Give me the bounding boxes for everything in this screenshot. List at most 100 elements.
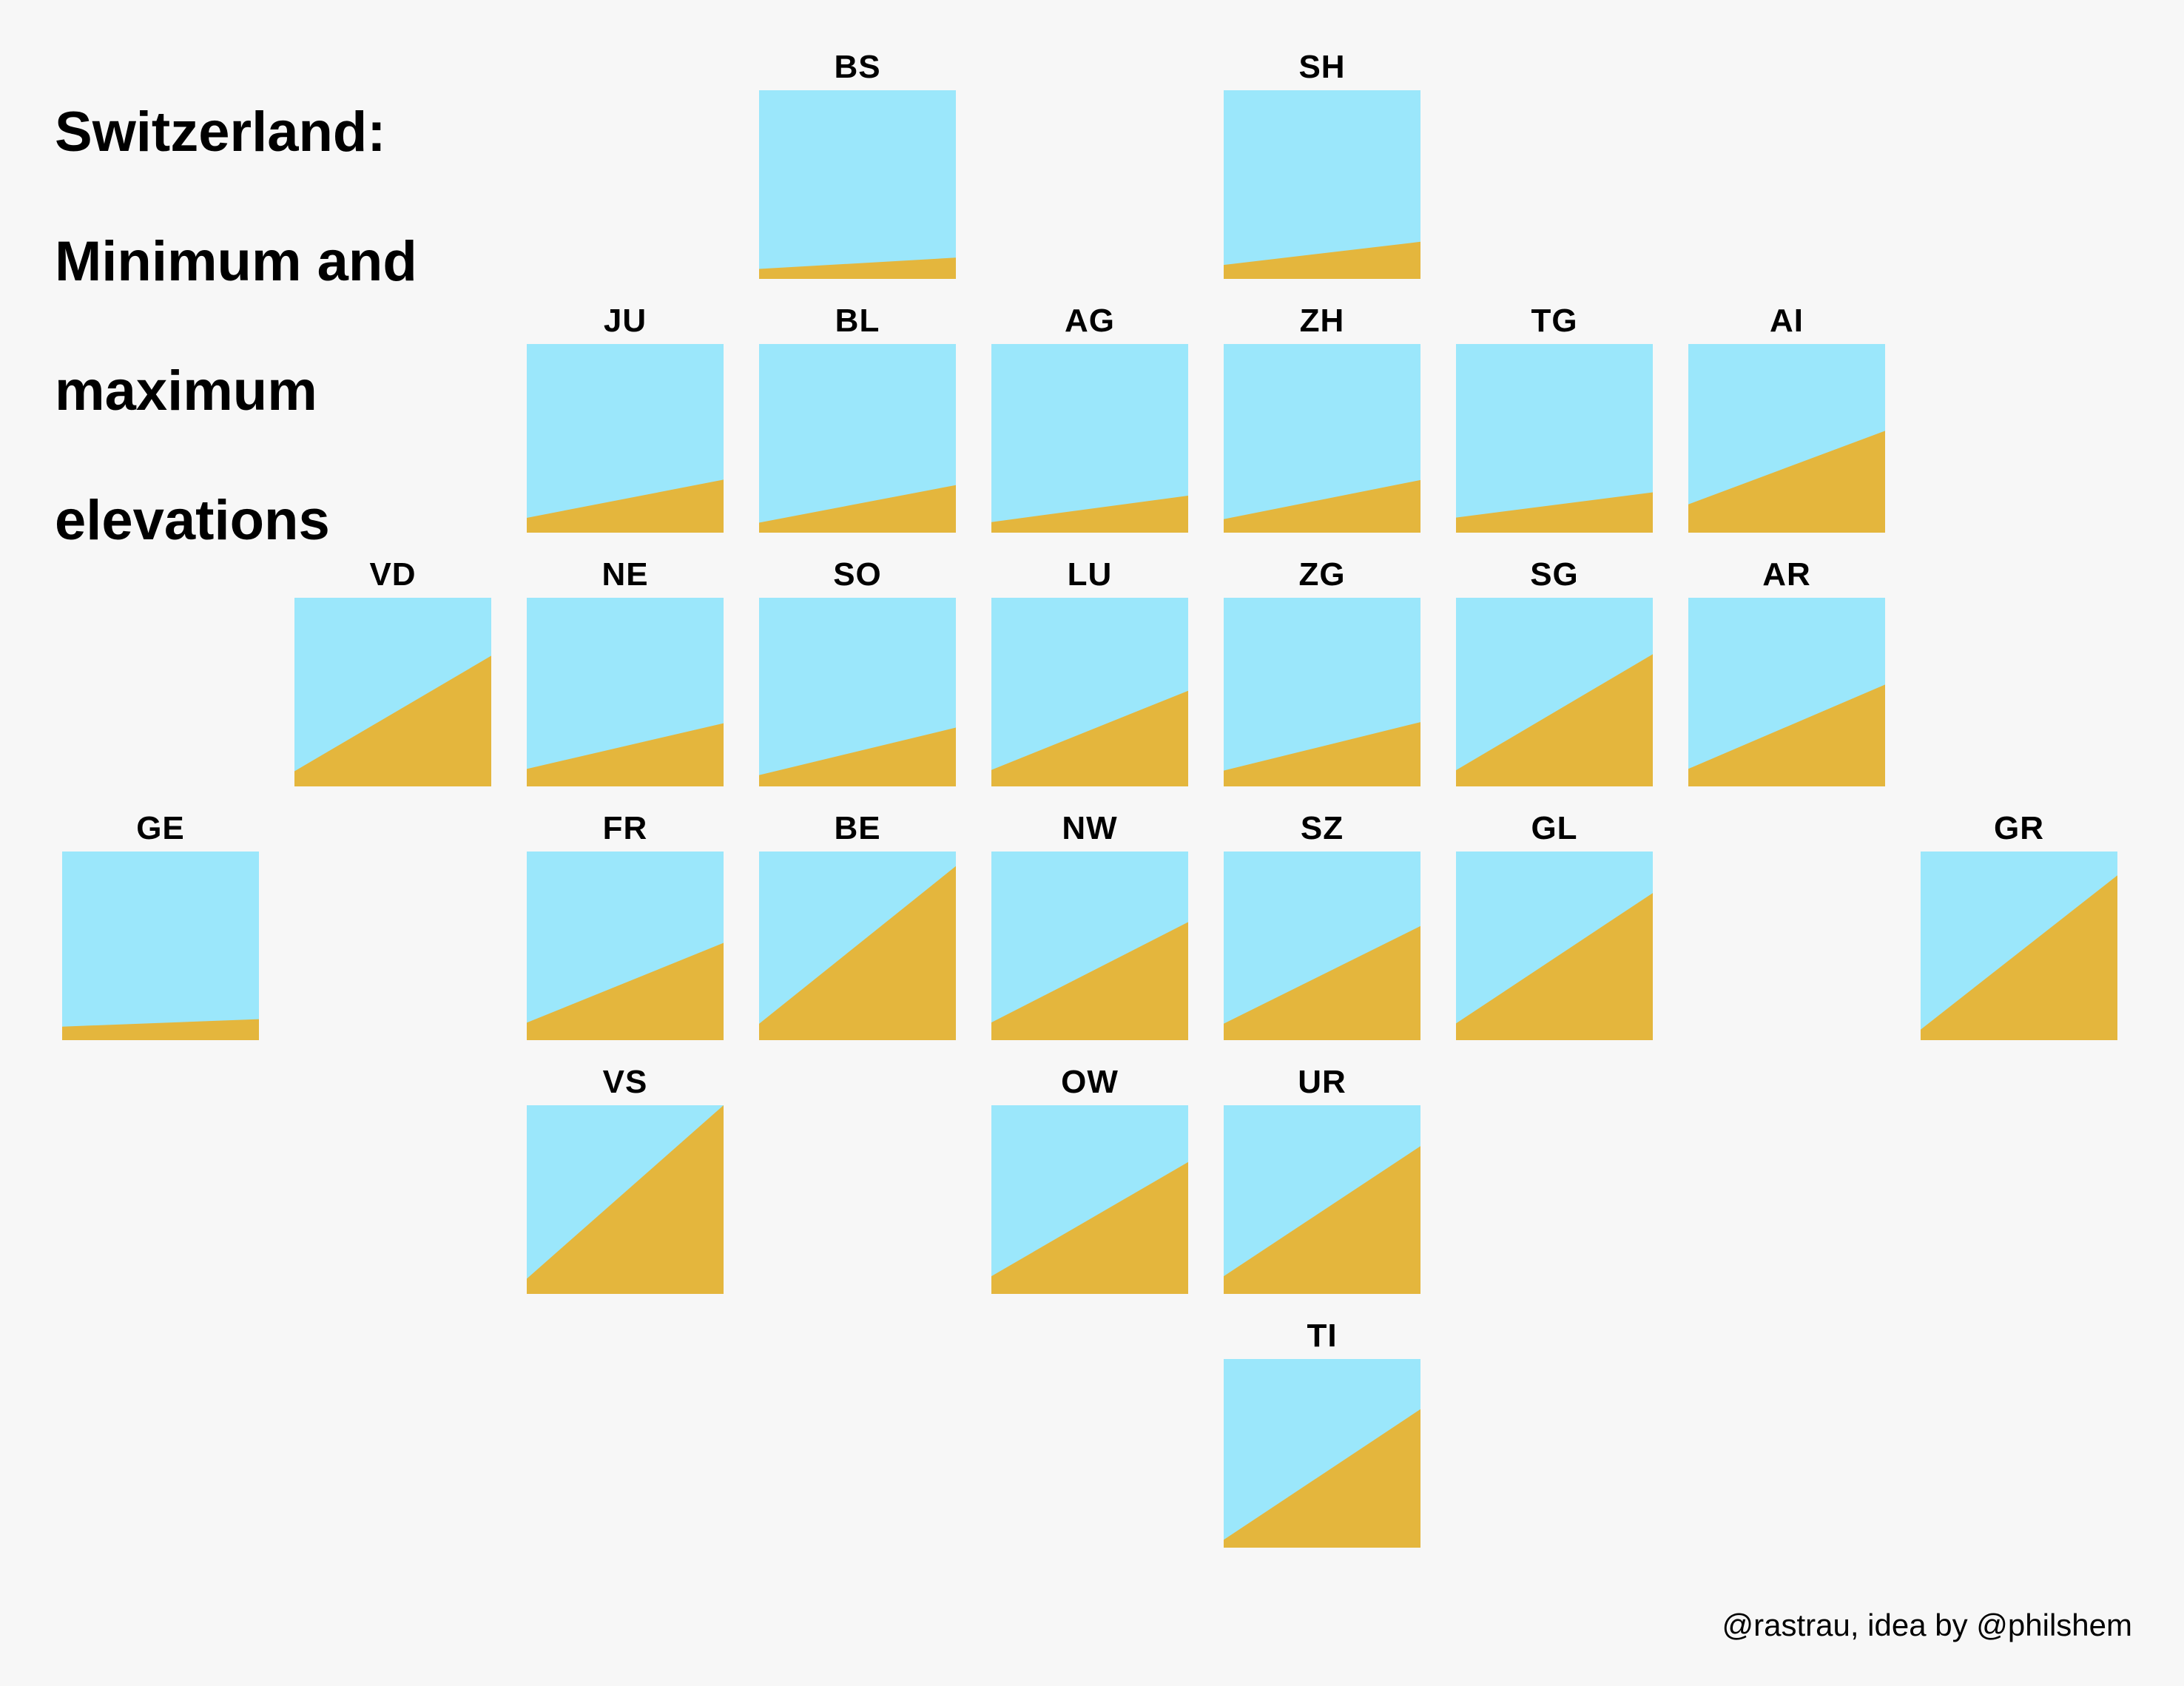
elevation-area bbox=[62, 1019, 259, 1040]
elevation-area bbox=[1456, 492, 1653, 533]
canton-label-nw: NW bbox=[1062, 810, 1118, 846]
elevation-area bbox=[991, 690, 1188, 786]
elevation-chart-lu bbox=[991, 598, 1188, 786]
elevation-chart-ne bbox=[527, 598, 724, 786]
canton-tile-be: BE bbox=[759, 810, 956, 1040]
canton-tile-zg: ZG bbox=[1224, 556, 1420, 786]
canton-tile-fr: FR bbox=[527, 810, 724, 1040]
title-line-4: elevations bbox=[55, 488, 330, 552]
elevation-area bbox=[1921, 875, 2117, 1040]
canton-tile-bl: BL bbox=[759, 303, 956, 533]
canton-label-bs: BS bbox=[834, 49, 881, 85]
canton-tile-zh: ZH bbox=[1224, 303, 1420, 533]
elevation-area bbox=[1224, 479, 1420, 533]
elevation-chart-gr bbox=[1921, 852, 2117, 1040]
elevation-chart-zh bbox=[1224, 344, 1420, 533]
elevation-area bbox=[991, 1161, 1188, 1294]
elevation-area bbox=[1456, 654, 1653, 786]
canton-label-lu: LU bbox=[1067, 556, 1113, 593]
canton-tile-ti: TI bbox=[1224, 1318, 1420, 1548]
canton-label-vd: VD bbox=[369, 556, 417, 593]
elevation-chart-vd bbox=[294, 598, 491, 786]
canton-label-fr: FR bbox=[602, 810, 648, 846]
elevation-area bbox=[527, 1105, 724, 1294]
canton-label-ag: AG bbox=[1065, 303, 1115, 339]
elevation-area bbox=[1224, 1146, 1420, 1294]
elevation-chart-ai bbox=[1688, 344, 1885, 533]
elevation-chart-be bbox=[759, 852, 956, 1040]
canton-label-zg: ZG bbox=[1298, 556, 1346, 593]
elevation-chart-ag bbox=[991, 344, 1188, 533]
elevation-chart-so bbox=[759, 598, 956, 786]
elevation-chart-sh bbox=[1224, 90, 1420, 279]
elevation-area bbox=[1688, 431, 1885, 533]
elevation-area bbox=[759, 257, 956, 279]
canton-label-sz: SZ bbox=[1300, 810, 1344, 846]
elevation-chart-fr bbox=[527, 852, 724, 1040]
elevation-area bbox=[1688, 684, 1885, 786]
elevation-area bbox=[294, 655, 491, 786]
elevation-area bbox=[527, 943, 724, 1040]
canton-label-ow: OW bbox=[1061, 1064, 1119, 1100]
canton-tile-sh: SH bbox=[1224, 49, 1420, 279]
canton-label-ti: TI bbox=[1307, 1318, 1338, 1354]
elevation-chart-ti bbox=[1224, 1359, 1420, 1548]
canton-tile-vd: VD bbox=[294, 556, 491, 786]
elevation-chart-ju bbox=[527, 344, 724, 533]
canton-label-tg: TG bbox=[1531, 303, 1578, 339]
canton-tile-gl: GL bbox=[1456, 810, 1653, 1040]
canton-label-ai: AI bbox=[1770, 303, 1804, 339]
chart-title: Switzerland: Minimum and maximum elevati… bbox=[55, 36, 417, 618]
canton-tile-ag: AG bbox=[991, 303, 1188, 533]
credit-text: @rastrau, idea by @philshem bbox=[1722, 1608, 2132, 1642]
canton-tile-lu: LU bbox=[991, 556, 1188, 786]
canton-label-sg: SG bbox=[1530, 556, 1579, 593]
elevation-area bbox=[991, 922, 1188, 1040]
title-line-2: Minimum and bbox=[55, 230, 417, 294]
canton-label-sh: SH bbox=[1298, 49, 1346, 85]
elevation-chart-bs bbox=[759, 90, 956, 279]
elevation-area bbox=[759, 866, 956, 1040]
canton-tile-ge: GE bbox=[62, 810, 259, 1040]
canton-tile-sg: SG bbox=[1456, 556, 1653, 786]
elevation-chart-ge bbox=[62, 852, 259, 1040]
canton-tile-nw: NW bbox=[991, 810, 1188, 1040]
title-line-1: Switzerland: bbox=[55, 101, 386, 164]
canton-label-bl: BL bbox=[835, 303, 880, 339]
elevation-chart-sz bbox=[1224, 852, 1420, 1040]
canton-tile-ar: AR bbox=[1688, 556, 1885, 786]
sky-area bbox=[759, 90, 956, 279]
elevation-area bbox=[991, 496, 1188, 533]
canton-grid: BS SH JU BL AG ZH TG AI VD NE SO LU ZG SG AR GE FR BE NW SZ… bbox=[62, 49, 2117, 1548]
elevation-chart-zg bbox=[1224, 598, 1420, 786]
canton-tile-so: SO bbox=[759, 556, 956, 786]
elevation-area bbox=[1224, 241, 1420, 279]
canton-label-ne: NE bbox=[601, 556, 649, 593]
canton-label-ge: GE bbox=[136, 810, 185, 846]
elevation-chart-ar bbox=[1688, 598, 1885, 786]
canton-label-ar: AR bbox=[1762, 556, 1811, 593]
elevation-area bbox=[759, 485, 956, 533]
canton-tile-ju: JU bbox=[527, 303, 724, 533]
canton-tile-bs: BS bbox=[759, 49, 956, 279]
canton-tile-ur: UR bbox=[1224, 1064, 1420, 1294]
canton-label-so: SO bbox=[833, 556, 882, 593]
canton-label-gl: GL bbox=[1531, 810, 1578, 846]
elevation-area bbox=[527, 723, 724, 786]
sky-area bbox=[62, 852, 259, 1040]
elevation-area bbox=[1224, 925, 1420, 1040]
elevation-area bbox=[1224, 1409, 1420, 1548]
canton-tile-gr: GR bbox=[1921, 810, 2117, 1040]
canton-label-ju: JU bbox=[603, 303, 647, 339]
elevation-chart-vs bbox=[527, 1105, 724, 1294]
elevation-chart-ow bbox=[991, 1105, 1188, 1294]
canton-label-ur: UR bbox=[1298, 1064, 1347, 1100]
canton-label-zh: ZH bbox=[1299, 303, 1345, 339]
elevation-chart-ur bbox=[1224, 1105, 1420, 1294]
elevation-area bbox=[1224, 722, 1420, 786]
elevation-area bbox=[527, 479, 724, 533]
elevation-chart-sg bbox=[1456, 598, 1653, 786]
canton-label-gr: GR bbox=[1994, 810, 2044, 846]
canton-label-be: BE bbox=[834, 810, 881, 846]
